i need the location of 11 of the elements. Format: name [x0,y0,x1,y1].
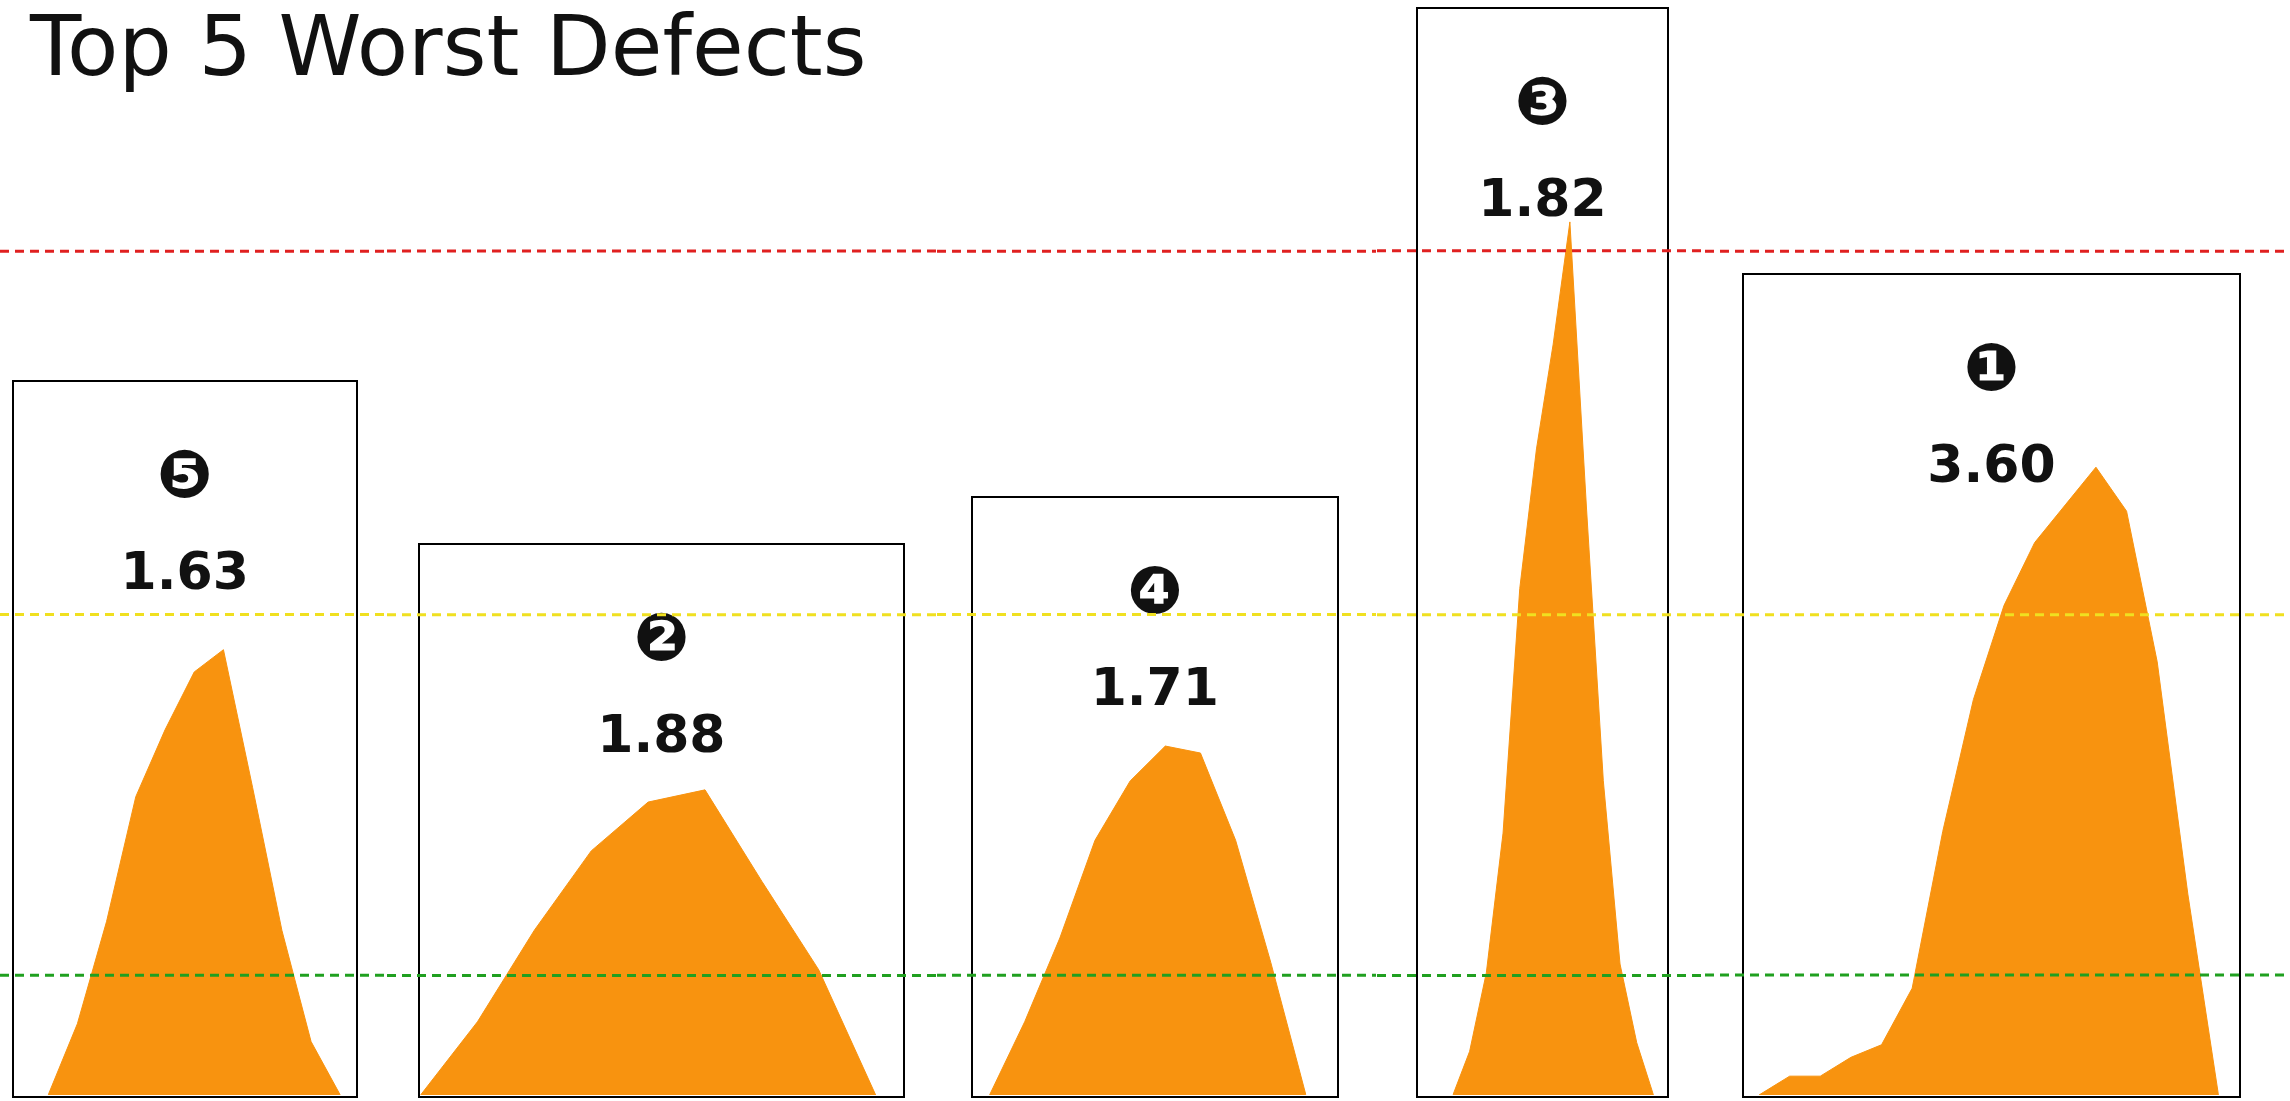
text: 1.88 [596,704,727,765]
text: ❷ [632,599,691,677]
text: ❹ [1125,552,1184,630]
text: 1.63 [119,540,250,601]
text: 1.71 [1089,657,1220,718]
text: ❸ [1513,63,1572,141]
text: ❶ [1962,329,2021,407]
annotation: 1.82 [1477,168,1608,229]
text: ❺ [155,435,214,513]
chart-title: Top 5 Worst Defects [30,0,867,95]
annotation: 3.60 [1926,434,2057,495]
